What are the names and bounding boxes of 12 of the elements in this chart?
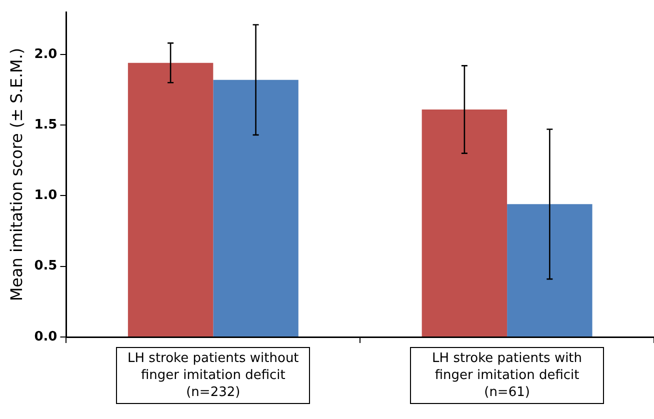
bar xyxy=(128,62,214,336)
x-tick-label: LH stroke patients with finger imitation deficit (n=61) xyxy=(410,347,604,404)
bar xyxy=(507,204,592,336)
y-axis-title: Mean imitation score (± S.E.M.) xyxy=(6,48,26,302)
y-tick-label: 1.0 xyxy=(34,188,58,204)
y-tick-label: 2.0 xyxy=(34,46,58,62)
bar xyxy=(422,110,508,336)
y-tick-label: 0.5 xyxy=(34,258,58,274)
x-tick-label: LH stroke patients without finger imitation deficit (n=232) xyxy=(116,347,310,404)
y-tick-label: 0.0 xyxy=(34,329,58,344)
y-tick-label: 1.5 xyxy=(34,117,58,132)
bar xyxy=(213,80,298,336)
